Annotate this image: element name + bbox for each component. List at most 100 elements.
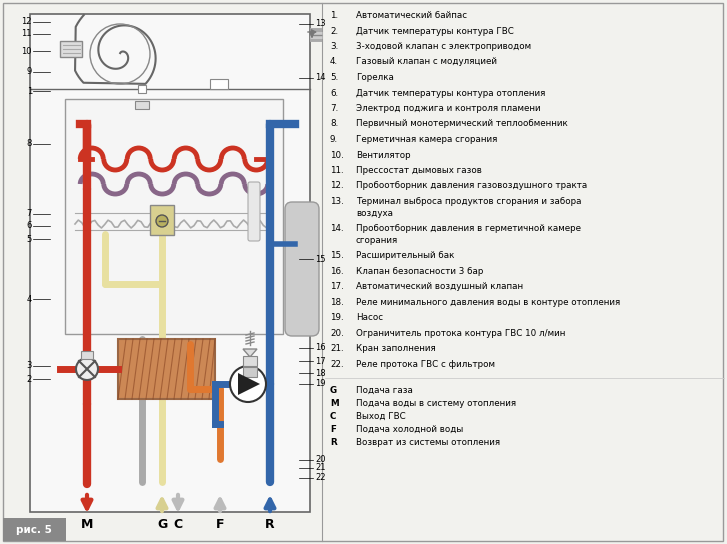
Text: сгорания: сгорания — [356, 236, 398, 245]
Text: 17: 17 — [315, 356, 326, 366]
Text: Пробоотборник давления газовоздушного тракта: Пробоотборник давления газовоздушного тр… — [356, 182, 587, 190]
Text: 13.: 13. — [330, 197, 344, 206]
Text: 12.: 12. — [330, 182, 344, 190]
Text: 3.: 3. — [330, 42, 338, 51]
Text: G: G — [157, 517, 167, 530]
Text: Ограничитель протока контура ГВС 10 л/мин: Ограничитель протока контура ГВС 10 л/ми… — [356, 329, 566, 338]
Text: 2.: 2. — [330, 27, 338, 35]
Text: Подача холодной воды: Подача холодной воды — [356, 425, 463, 434]
Text: R: R — [265, 517, 275, 530]
Bar — [60, 41, 82, 57]
Text: Прессостат дымовых газов: Прессостат дымовых газов — [356, 166, 482, 175]
Text: Подача газа: Подача газа — [356, 386, 413, 395]
FancyBboxPatch shape — [285, 202, 319, 336]
Text: 11: 11 — [22, 29, 32, 39]
Text: 20.: 20. — [330, 329, 344, 338]
Text: 20: 20 — [315, 455, 326, 465]
Text: 19: 19 — [315, 380, 326, 388]
Text: 16: 16 — [315, 343, 326, 353]
FancyBboxPatch shape — [248, 182, 260, 241]
Circle shape — [230, 366, 266, 402]
Text: M: M — [81, 517, 93, 530]
Bar — [30, 14, 310, 512]
Text: 21.: 21. — [330, 344, 344, 353]
Text: Герметичная камера сгорания: Герметичная камера сгорания — [356, 135, 497, 144]
Text: Автоматический байпас: Автоматический байпас — [356, 11, 467, 20]
Text: 8.: 8. — [330, 120, 338, 128]
Bar — [3, 518, 66, 541]
Text: 15: 15 — [315, 255, 326, 263]
Text: Пробоотборник давления в герметичной камере: Пробоотборник давления в герметичной кам… — [356, 224, 581, 233]
Text: Датчик температуры контура ГВС: Датчик температуры контура ГВС — [356, 27, 514, 35]
Bar — [243, 356, 257, 366]
Text: Реле минимального давления воды в контуре отопления: Реле минимального давления воды в контур… — [356, 298, 620, 307]
Text: 15.: 15. — [330, 251, 344, 260]
Text: Электрод поджига и контроля пламени: Электрод поджига и контроля пламени — [356, 104, 541, 113]
Text: 5.: 5. — [330, 73, 338, 82]
Text: Первичный монотермический теплообменник: Первичный монотермический теплообменник — [356, 120, 568, 128]
Text: 22.: 22. — [330, 360, 344, 369]
Text: 7: 7 — [27, 209, 32, 219]
Bar — [135, 101, 149, 109]
Text: 4: 4 — [27, 294, 32, 304]
Text: Выход ГВС: Выход ГВС — [356, 412, 406, 421]
Text: G: G — [330, 386, 337, 395]
Text: 5: 5 — [27, 234, 32, 244]
Text: 3: 3 — [27, 362, 32, 370]
Text: 1.: 1. — [330, 11, 338, 20]
Text: C: C — [330, 412, 337, 421]
Bar — [65, 99, 283, 334]
Text: 14.: 14. — [330, 224, 344, 233]
Text: 8: 8 — [27, 139, 32, 149]
Text: Датчик температуры контура отопления: Датчик температуры контура отопления — [356, 89, 545, 97]
Text: 19.: 19. — [330, 313, 344, 322]
Text: Вентилятор: Вентилятор — [356, 151, 411, 159]
Text: C: C — [174, 517, 182, 530]
Polygon shape — [243, 349, 257, 357]
Text: 1: 1 — [27, 86, 32, 96]
Text: 18.: 18. — [330, 298, 344, 307]
Polygon shape — [238, 373, 260, 395]
Text: 4.: 4. — [330, 58, 338, 66]
Text: Возврат из системы отопления: Возврат из системы отопления — [356, 438, 500, 447]
Text: 3-ходовой клапан с электроприводом: 3-ходовой клапан с электроприводом — [356, 42, 531, 51]
Text: F: F — [216, 517, 224, 530]
Text: 9.: 9. — [330, 135, 338, 144]
Text: R: R — [330, 438, 337, 447]
Text: 17.: 17. — [330, 282, 344, 291]
Text: M: M — [330, 399, 339, 408]
Bar — [210, 79, 228, 89]
Text: 6: 6 — [27, 221, 32, 231]
Text: 9: 9 — [27, 67, 32, 77]
Text: 13: 13 — [315, 20, 326, 28]
Text: Реле протока ГВС с фильтром: Реле протока ГВС с фильтром — [356, 360, 495, 369]
Text: 14: 14 — [315, 73, 326, 83]
Text: 10.: 10. — [330, 151, 344, 159]
Text: Расширительный бак: Расширительный бак — [356, 251, 454, 260]
Text: 7.: 7. — [330, 104, 338, 113]
Text: 16.: 16. — [330, 267, 344, 276]
Text: Горелка: Горелка — [356, 73, 394, 82]
Text: Автоматический воздушный клапан: Автоматический воздушный клапан — [356, 282, 523, 291]
Text: 6.: 6. — [330, 89, 338, 97]
Text: Насос: Насос — [356, 313, 383, 322]
Bar — [81, 351, 93, 359]
Text: Газовый клапан с модуляцией: Газовый клапан с модуляцией — [356, 58, 497, 66]
Bar — [118, 339, 215, 399]
Text: 22: 22 — [315, 473, 326, 483]
Text: F: F — [330, 425, 336, 434]
Text: 18: 18 — [315, 368, 326, 378]
Text: 11.: 11. — [330, 166, 344, 175]
Text: Клапан безопасности 3 бар: Клапан безопасности 3 бар — [356, 267, 483, 276]
Text: Подача воды в систему отопления: Подача воды в систему отопления — [356, 399, 516, 408]
Text: 12: 12 — [22, 17, 32, 27]
Text: 21: 21 — [315, 463, 326, 473]
Text: Терминал выброса продуктов сгорания и забора: Терминал выброса продуктов сгорания и за… — [356, 197, 582, 206]
Text: 10: 10 — [22, 46, 32, 55]
Text: воздуха: воздуха — [356, 209, 393, 218]
Text: 2: 2 — [27, 374, 32, 384]
Text: Кран заполнения: Кран заполнения — [356, 344, 435, 353]
Circle shape — [76, 358, 98, 380]
Bar — [243, 367, 257, 377]
Circle shape — [156, 215, 168, 227]
